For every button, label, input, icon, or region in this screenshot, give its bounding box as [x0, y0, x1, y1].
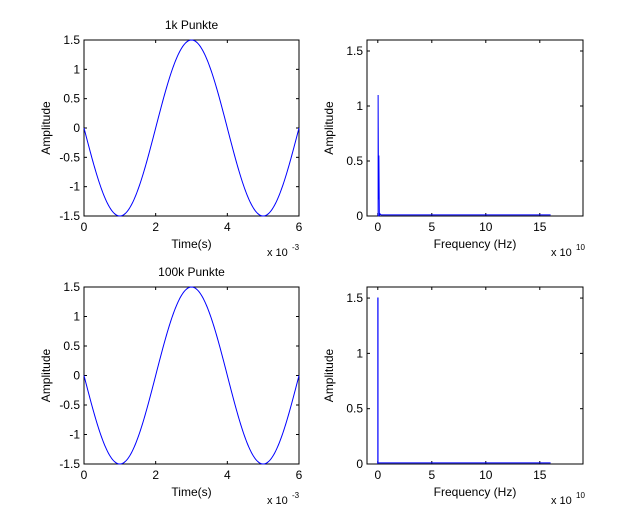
plot-2-axes-box	[366, 39, 584, 217]
plot-1-ytick-label: -1.5	[59, 209, 80, 223]
plot-2-ytick-label: 1.5	[346, 44, 363, 58]
plot-3-ytick-label: 1	[73, 310, 80, 324]
plot-3-ytick-label: 1.5	[63, 280, 80, 294]
plot-1-xtick-label: 0	[81, 220, 88, 234]
plot-1-xtick-label: 4	[224, 220, 231, 234]
plot-1-axes-box	[83, 39, 300, 217]
plot-3-xtick-label: 4	[224, 468, 231, 482]
plot-3-ytick-label: 0.5	[63, 339, 80, 353]
plot-4-xtick-label: 15	[533, 468, 547, 482]
plot-2-xlabel: Frequency (Hz)	[434, 237, 517, 251]
plot-3-title: 100k Punkte	[158, 265, 225, 279]
plot-3-axes-box	[83, 286, 300, 465]
plot-1-xtick-label: 6	[296, 220, 303, 234]
plot-3-ytick-label: -1	[69, 428, 80, 442]
plot-3-xtick-label: 2	[152, 468, 159, 482]
plot-3-multiplier-exponent: -3	[292, 491, 300, 500]
plot-1-xlabel: Time(s)	[171, 237, 211, 251]
plot-1-ylabel: Amplitude	[39, 101, 53, 155]
plot-4-axes-box	[366, 286, 584, 465]
plot-4-multiplier-base: x 10	[551, 495, 572, 507]
plot-3-multiplier-base: x 10	[267, 495, 288, 507]
plot-3-xtick-label: 0	[81, 468, 88, 482]
plot-3-xlabel: Time(s)	[171, 485, 211, 499]
plot-1-multiplier-base: x 10	[267, 247, 288, 259]
plot-2-ytick-label: 0	[356, 209, 363, 223]
plot-3-ytick-label: -0.5	[59, 398, 80, 412]
plot-3-ylabel: Amplitude	[39, 349, 53, 403]
plot-2-multiplier-base: x 10	[551, 247, 572, 259]
plot-4-xtick-label: 10	[479, 468, 493, 482]
plot-4-xlabel: Frequency (Hz)	[434, 485, 517, 499]
plot-2-xtick-label: 5	[428, 220, 435, 234]
plot-4-ytick-label: 1.5	[346, 291, 363, 305]
plot-4-ytick-label: 1	[356, 346, 363, 360]
plot-1-ytick-label: 1.5	[63, 33, 80, 47]
plot-2-series-line	[377, 94, 551, 217]
plot-2-ytick-label: 0.5	[346, 154, 363, 168]
plot-2-xtick-label: 0	[374, 220, 381, 234]
plot-3-ytick-label: -1.5	[59, 457, 80, 471]
plot-3-series-line	[83, 286, 300, 465]
plot-1-title: 1k Punkte	[165, 18, 219, 32]
plot-4-multiplier-exponent: 10	[576, 491, 585, 500]
plot-2-multiplier-exponent: 10	[576, 243, 585, 252]
plot-1-ytick-label: -0.5	[59, 150, 80, 164]
plot-4-ylabel: Amplitude	[322, 349, 336, 403]
plot-1-ytick-label: 0.5	[63, 92, 80, 106]
plot-1-series-line	[83, 39, 300, 217]
plot-4-ytick-label: 0.5	[346, 402, 363, 416]
plot-4-ytick-label: 0	[356, 457, 363, 471]
plot-4-xtick-label: 0	[374, 468, 381, 482]
plot-2-ytick-label: 1	[356, 99, 363, 113]
plot-1-xtick-label: 2	[152, 220, 159, 234]
plot-4-series-line	[377, 297, 551, 464]
plot-1-ytick-label: 1	[73, 62, 80, 76]
plot-1-ytick-label: 0	[73, 121, 80, 135]
plot-2-xtick-label: 15	[533, 220, 547, 234]
plot-2-xtick-label: 10	[479, 220, 493, 234]
plot-1-multiplier-exponent: -3	[292, 243, 300, 252]
plot-4-xtick-label: 5	[428, 468, 435, 482]
plot-1-ytick-label: -1	[69, 180, 80, 194]
plot-2-ylabel: Amplitude	[322, 101, 336, 155]
plot-3-ytick-label: 0	[73, 369, 80, 383]
plot-3-xtick-label: 6	[296, 468, 303, 482]
